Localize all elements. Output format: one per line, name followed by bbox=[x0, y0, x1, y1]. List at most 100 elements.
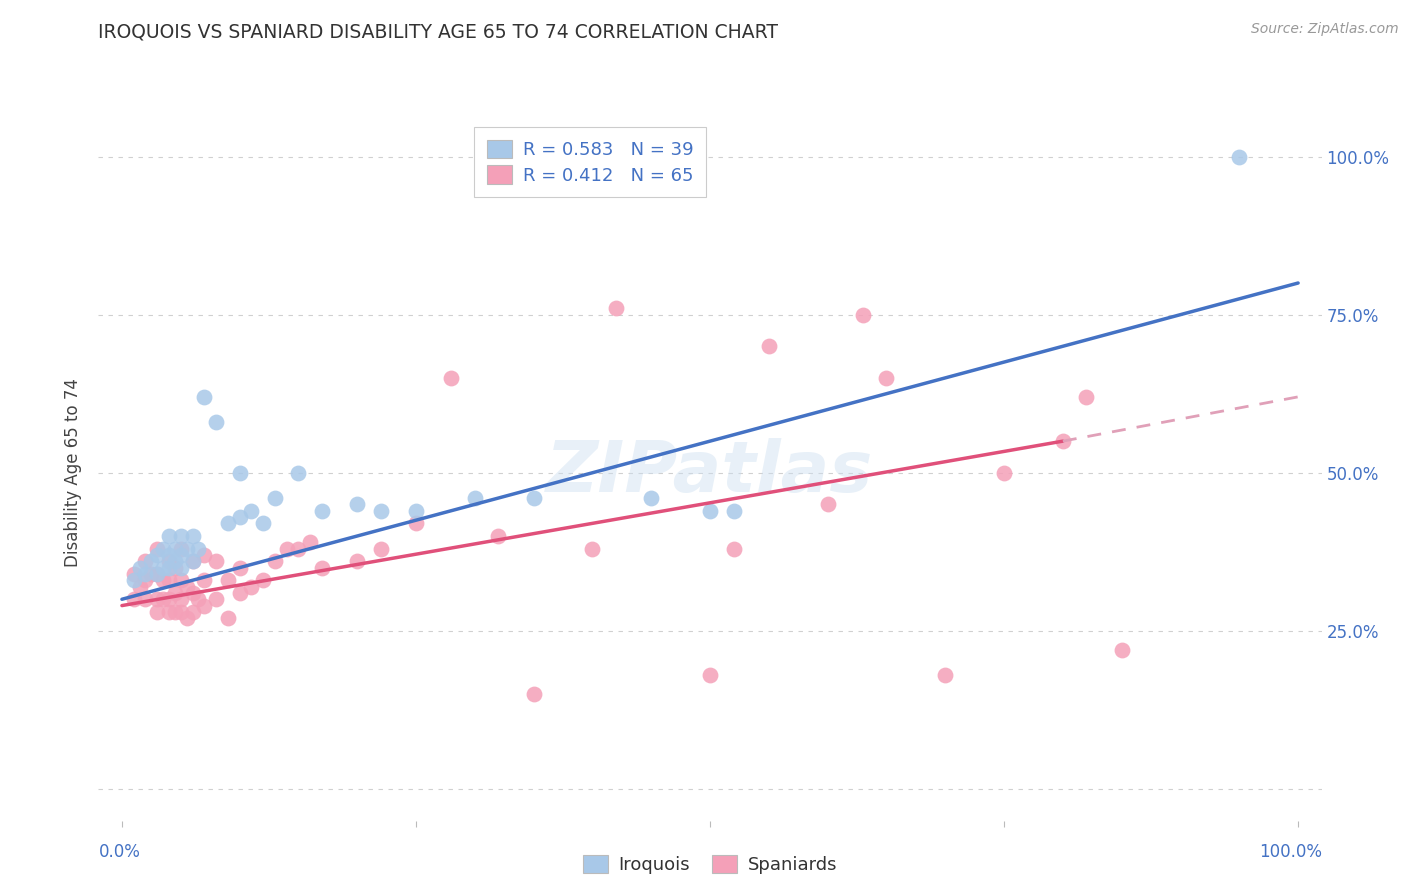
Point bbox=[311, 504, 333, 518]
Point bbox=[187, 592, 209, 607]
Point bbox=[205, 592, 228, 607]
Point bbox=[228, 560, 250, 574]
Point bbox=[170, 574, 193, 588]
Point bbox=[699, 668, 721, 682]
Point bbox=[228, 586, 250, 600]
Point bbox=[152, 541, 174, 556]
Point bbox=[205, 554, 228, 568]
Point bbox=[193, 599, 215, 613]
Point bbox=[152, 560, 174, 574]
Point bbox=[934, 668, 956, 682]
Point bbox=[276, 541, 298, 556]
Point bbox=[141, 554, 163, 568]
Point bbox=[134, 554, 156, 568]
Text: 0.0%: 0.0% bbox=[98, 843, 141, 861]
Point bbox=[176, 541, 198, 556]
Point bbox=[163, 605, 186, 619]
Text: 100.0%: 100.0% bbox=[1258, 843, 1322, 861]
Point bbox=[157, 560, 180, 574]
Point bbox=[170, 592, 193, 607]
Point bbox=[176, 580, 198, 594]
Point bbox=[263, 554, 285, 568]
Point bbox=[464, 491, 486, 505]
Point bbox=[287, 466, 309, 480]
Point bbox=[1227, 149, 1250, 163]
Point bbox=[146, 566, 169, 581]
Point bbox=[193, 390, 215, 404]
Text: Source: ZipAtlas.com: Source: ZipAtlas.com bbox=[1251, 22, 1399, 37]
Point bbox=[157, 605, 180, 619]
Point bbox=[875, 371, 897, 385]
Point bbox=[346, 497, 368, 511]
Point bbox=[176, 611, 198, 625]
Point bbox=[640, 491, 662, 505]
Point bbox=[205, 415, 228, 429]
Point bbox=[170, 548, 193, 562]
Point bbox=[252, 574, 274, 588]
Point bbox=[146, 605, 169, 619]
Point bbox=[170, 605, 193, 619]
Point bbox=[157, 592, 180, 607]
Point bbox=[157, 548, 180, 562]
Point bbox=[181, 554, 204, 568]
Point bbox=[146, 541, 169, 556]
Point bbox=[141, 566, 163, 581]
Point bbox=[134, 574, 156, 588]
Point bbox=[163, 560, 186, 574]
Point bbox=[163, 554, 186, 568]
Text: IROQUOIS VS SPANIARD DISABILITY AGE 65 TO 74 CORRELATION CHART: IROQUOIS VS SPANIARD DISABILITY AGE 65 T… bbox=[98, 22, 779, 41]
Point bbox=[523, 687, 546, 701]
Point bbox=[128, 580, 150, 594]
Point bbox=[240, 580, 263, 594]
Point bbox=[187, 541, 209, 556]
Text: ZIPatlas: ZIPatlas bbox=[547, 438, 873, 508]
Point bbox=[1111, 643, 1133, 657]
Point bbox=[311, 560, 333, 574]
Point bbox=[152, 592, 174, 607]
Point bbox=[181, 605, 204, 619]
Point bbox=[146, 592, 169, 607]
Y-axis label: Disability Age 65 to 74: Disability Age 65 to 74 bbox=[65, 378, 83, 567]
Point bbox=[134, 592, 156, 607]
Point bbox=[181, 586, 204, 600]
Point bbox=[217, 574, 239, 588]
Point bbox=[170, 541, 193, 556]
Point bbox=[405, 516, 427, 531]
Point bbox=[817, 497, 839, 511]
Point bbox=[217, 611, 239, 625]
Point bbox=[1076, 390, 1098, 404]
Point bbox=[128, 560, 150, 574]
Point bbox=[163, 541, 186, 556]
Point bbox=[146, 548, 169, 562]
Point bbox=[217, 516, 239, 531]
Point bbox=[146, 566, 169, 581]
Point bbox=[699, 504, 721, 518]
Point bbox=[263, 491, 285, 505]
Point bbox=[852, 308, 875, 322]
Point bbox=[405, 504, 427, 518]
Point bbox=[240, 504, 263, 518]
Point bbox=[758, 339, 780, 353]
Point bbox=[157, 574, 180, 588]
Point bbox=[723, 541, 745, 556]
Point bbox=[581, 541, 603, 556]
Point bbox=[440, 371, 463, 385]
Point bbox=[252, 516, 274, 531]
Point bbox=[228, 466, 250, 480]
Point bbox=[193, 548, 215, 562]
Point bbox=[152, 574, 174, 588]
Point bbox=[170, 560, 193, 574]
Point bbox=[122, 574, 145, 588]
Point bbox=[993, 466, 1015, 480]
Point bbox=[370, 504, 392, 518]
Point bbox=[1052, 434, 1074, 449]
Point bbox=[181, 529, 204, 543]
Point bbox=[157, 529, 180, 543]
Point bbox=[605, 301, 627, 316]
Point bbox=[181, 554, 204, 568]
Point bbox=[134, 566, 156, 581]
Point bbox=[346, 554, 368, 568]
Point bbox=[122, 592, 145, 607]
Point bbox=[299, 535, 322, 549]
Point bbox=[163, 586, 186, 600]
